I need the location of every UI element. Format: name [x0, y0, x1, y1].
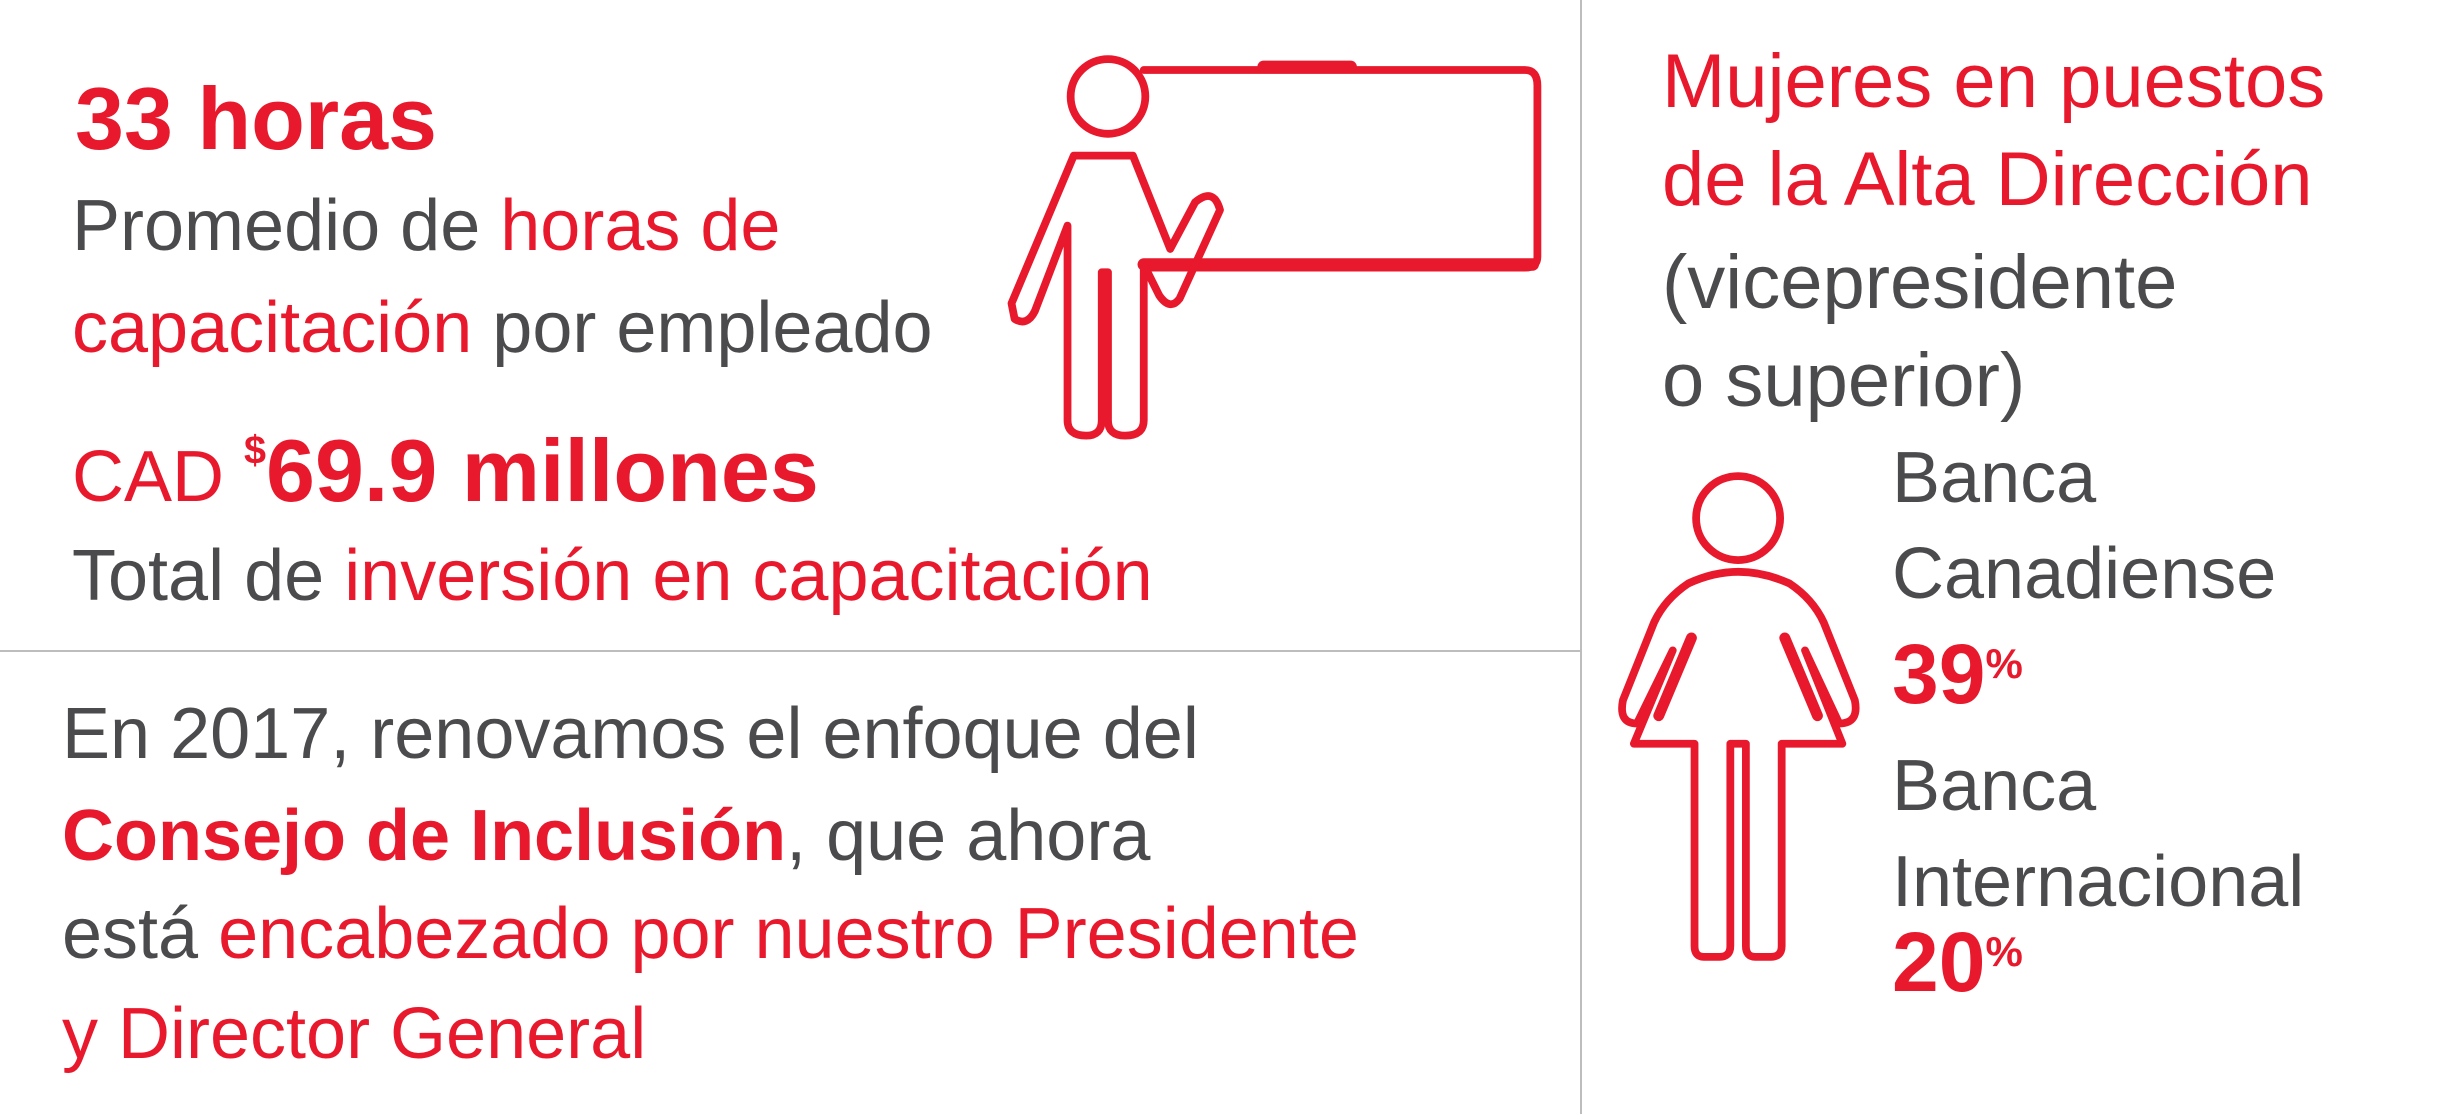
stat-2-label-line2: Internacional — [1892, 842, 2305, 922]
women-title-line2: de la Alta Dirección — [1662, 137, 2313, 222]
woman-icon — [1618, 472, 1860, 961]
training-hours-value: 33 horas — [75, 69, 437, 168]
stat-2-label-line1: Banca — [1892, 746, 2097, 826]
inclusion-line1: En 2017, renovamos el enfoque del — [62, 694, 1199, 774]
horizontal-divider — [0, 650, 1580, 652]
vertical-divider — [1580, 0, 1582, 1114]
stat-2-value: 20% — [1892, 915, 2023, 1009]
training-investment: CAD $69.9 millones — [72, 421, 819, 520]
women-subtitle-line1: (vicepresidente — [1662, 240, 2178, 325]
training-investment-desc: Total de inversión en capacitación — [72, 536, 1153, 616]
stat-1-value: 39% — [1892, 627, 2023, 721]
women-title-line1: Mujeres en puestos — [1662, 39, 2326, 124]
teacher-at-board-icon — [1007, 55, 1542, 440]
inclusion-line4: y Director General — [62, 994, 647, 1074]
stat-1-label-line2: Canadiense — [1892, 534, 2277, 614]
training-hours-desc-line1: Promedio de horas de — [72, 186, 781, 266]
stat-1-label-line1: Banca — [1892, 438, 2097, 518]
women-subtitle-line2: o superior) — [1662, 338, 2026, 423]
inclusion-line3: está encabezado por nuestro Presidente — [62, 894, 1359, 974]
inclusion-line2: Consejo de Inclusión, que ahora — [62, 796, 1151, 876]
training-hours-desc-line2: capacitación por empleado — [72, 288, 933, 368]
